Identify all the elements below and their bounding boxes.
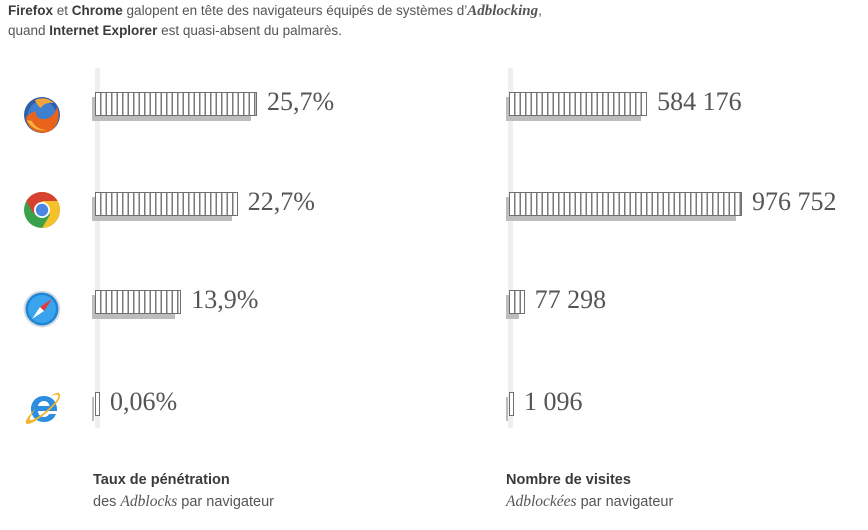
penetration-value-chrome: 22,7% [247,187,315,216]
penetration-subtitle: des Adblocks par navigateur [93,491,274,513]
penetration-bar-chrome [92,192,238,221]
penetration-value-firefox: 25,7% [267,87,335,116]
intro-adblocking: Adblocking [467,3,539,19]
intro-chrome: Chrome [71,3,123,18]
visits-axis-line [508,68,513,428]
penetration-bar-internet-explorer [92,392,100,421]
visits-subtitle-suffix: par navigateur [576,494,674,510]
penetration-title: Taux de pénétration [93,472,230,488]
intro-text: Firefox et Chrome galopent en tête des n… [8,1,768,40]
visits-subtitle: Adblockées par navigateur [506,491,673,513]
penetration-value-internet-explorer: 0,06% [110,387,178,416]
intro-text-2: galopent en tête des navigateurs équipés… [122,3,468,18]
intro-text-1: et [53,3,72,18]
penetration-subtitle-suffix: par navigateur [177,494,274,510]
penetration-bar-safari [92,290,182,319]
penetration-subtitle-italic: Adblocks [120,493,178,510]
visits-caption: Nombre de visites Adblockées par navigat… [506,470,673,513]
intro-line-1: Firefox et Chrome galopent en tête des n… [8,1,768,21]
intro-comma: , [538,3,542,18]
penetration-bar-firefox [92,92,257,121]
visits-bar-firefox [506,92,648,121]
visits-value-internet-explorer: 1 096 [524,387,583,416]
chrome-icon [24,192,61,228]
intro-text-3: quand [8,23,50,38]
visits-bar-chrome [506,192,742,221]
internet-explorer-icon [25,392,61,424]
firefox-icon [24,97,60,133]
visits-title: Nombre de visites [506,472,631,488]
visits-subtitle-italic: Adblockées [506,493,577,510]
visits-bar-safari [506,290,525,319]
visits-bar-internet-explorer [506,392,514,421]
penetration-subtitle-prefix: des [93,494,121,510]
intro-line-2: quand Internet Explorer est quasi-absent… [8,21,768,40]
visits-value-safari: 77 298 [534,285,607,314]
intro-text-4: est quasi-absent du palmarès. [157,23,342,38]
penetration-value-safari: 13,9% [191,285,259,314]
intro-internet-explorer: Internet Explorer [49,23,158,38]
intro-firefox: Firefox [8,3,54,18]
safari-icon [23,290,61,328]
penetration-axis-line [95,68,100,428]
visits-value-firefox: 584 176 [657,87,742,116]
visits-value-chrome: 976 752 [752,187,837,216]
penetration-caption: Taux de pénétration des Adblocks par nav… [93,470,274,513]
